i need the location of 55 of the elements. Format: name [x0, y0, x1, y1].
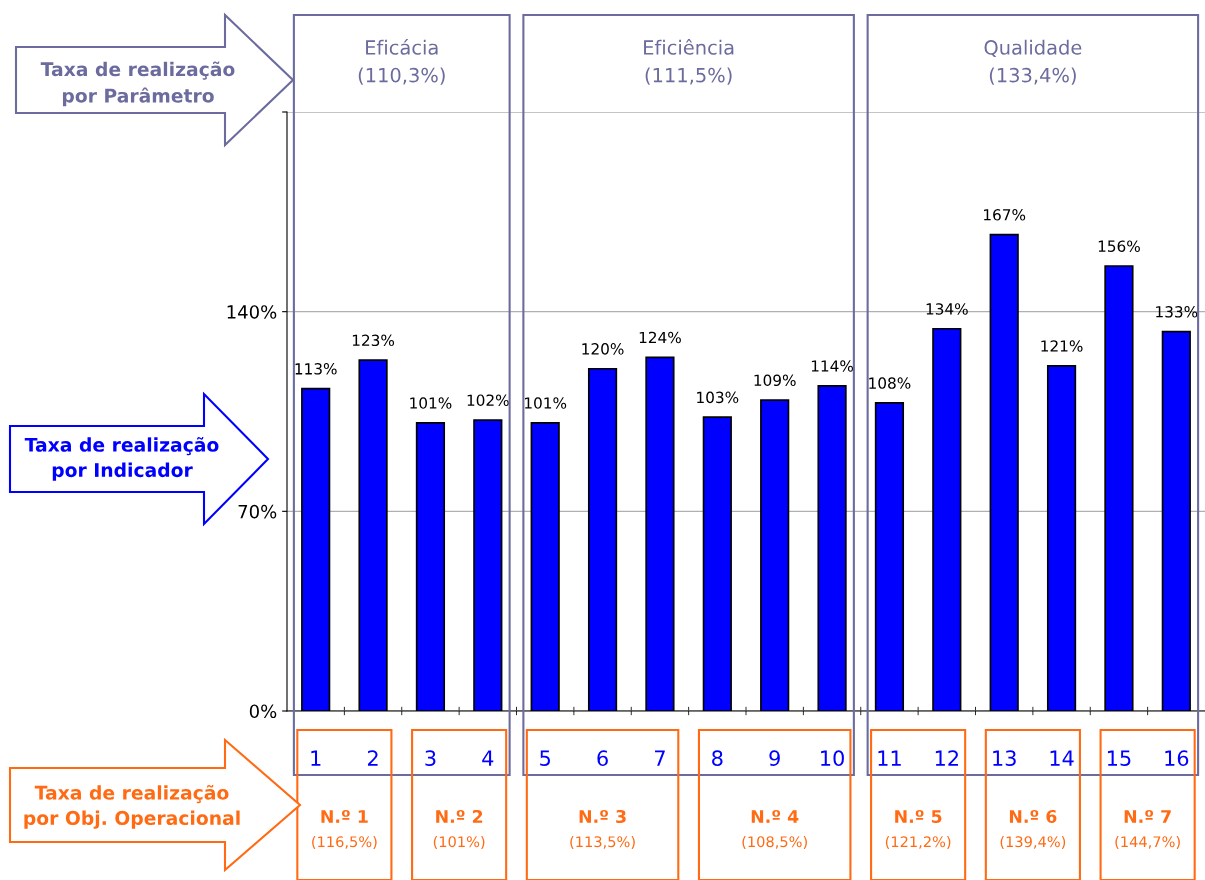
data-label: 156%: [1098, 240, 1140, 252]
x-tick-label: 13: [993, 750, 1016, 767]
data-label: 123%: [352, 334, 395, 347]
text: N.º 7: [1124, 809, 1171, 823]
data-label: 113%: [295, 363, 337, 375]
text: Eficácia (110,3%): [358, 38, 445, 85]
text: (113,5%): [570, 835, 635, 849]
data-label: 133%: [1156, 306, 1198, 318]
x-tick-label: 10: [821, 750, 844, 767]
x-tick-label: 12: [935, 750, 958, 766]
text: Taxa de realização por Obj. Operacional: [24, 784, 240, 829]
x-tick-label: 6: [597, 750, 608, 767]
x-tick-label: 15: [1107, 750, 1131, 767]
text: (108,5%): [742, 835, 807, 849]
text: N.º 6: [1009, 809, 1057, 824]
x-tick-label: 16: [1165, 750, 1189, 767]
text: (121,2%): [885, 835, 951, 849]
x-tick-label: 7: [655, 750, 665, 766]
data-label: 120%: [582, 343, 624, 355]
data-label: 102%: [467, 394, 509, 406]
x-tick-label: 9: [769, 750, 780, 767]
data-label: 167%: [984, 209, 1026, 221]
data-label: 103%: [697, 391, 739, 404]
x-tick-label: 11: [878, 750, 901, 766]
text: Qualidade (133,4%): [984, 39, 1082, 85]
text: N.º 4: [751, 809, 799, 823]
data-label: 101%: [525, 397, 567, 409]
x-tick-label: 4: [482, 750, 494, 766]
text: (144,7%): [1115, 835, 1180, 849]
text: N.º 5: [895, 809, 942, 824]
text: N.º 3: [579, 809, 626, 824]
x-tick-label: 8: [712, 750, 723, 767]
x-tick-label: 1: [311, 750, 321, 766]
text: Eficiência (111,5%): [644, 38, 734, 85]
text: N.º 2: [436, 809, 483, 823]
text: Taxa de realização por Indicador: [24, 437, 219, 481]
text: (139,4%): [1000, 835, 1066, 849]
data-label: 124%: [639, 331, 681, 344]
x-tick-label: 2: [367, 750, 378, 766]
data-label: 114%: [811, 360, 854, 372]
y-tick-label: 0%: [249, 704, 277, 719]
y-tick-label: 70%: [238, 504, 277, 519]
text: (116,5%): [312, 835, 377, 849]
text: N.º 1: [321, 809, 368, 823]
y-tick-label: 140%: [227, 305, 277, 319]
data-label: 101%: [410, 397, 452, 409]
data-label: 121%: [1041, 340, 1083, 352]
data-label: 108%: [869, 377, 911, 389]
data-label: 109%: [754, 374, 796, 387]
text: (101%): [433, 835, 485, 849]
x-tick-label: 3: [425, 750, 436, 767]
text: Taxa de realização por Parâmetro: [40, 61, 235, 107]
x-tick-label: 14: [1050, 750, 1074, 766]
x-tick-label: 5: [540, 750, 550, 767]
data-label: 134%: [926, 303, 968, 315]
